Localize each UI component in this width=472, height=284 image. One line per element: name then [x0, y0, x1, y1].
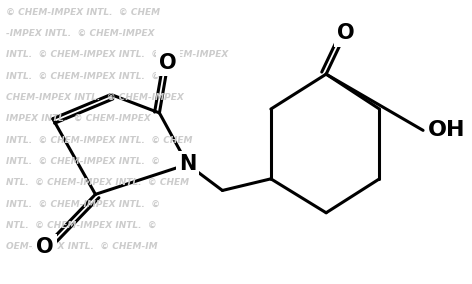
Text: OH: OH: [428, 120, 465, 140]
Text: CHEM-IMPEX INTL.  © CHEM-IMPEX: CHEM-IMPEX INTL. © CHEM-IMPEX: [6, 93, 184, 102]
Text: NTL.  © CHEM-IMPEX INTL.  © CHEM: NTL. © CHEM-IMPEX INTL. © CHEM: [6, 178, 189, 187]
Text: N: N: [179, 154, 196, 174]
Text: -IMPEX INTL.  © CHEM-IMPEX: -IMPEX INTL. © CHEM-IMPEX: [6, 29, 155, 38]
Text: © CHEM-IMPEX INTL.  © CHEM: © CHEM-IMPEX INTL. © CHEM: [6, 8, 160, 16]
Text: INTL.  © CHEM-IMPEX INTL.  © CHEM-IMPEX: INTL. © CHEM-IMPEX INTL. © CHEM-IMPEX: [6, 50, 228, 59]
Text: INTL.  © CHEM-IMPEX INTL.  ©: INTL. © CHEM-IMPEX INTL. ©: [6, 157, 160, 166]
Text: INTL.  © CHEM-IMPEX INTL.  © CHEM: INTL. © CHEM-IMPEX INTL. © CHEM: [6, 135, 193, 145]
Text: OEM-IMPEX INTL.  © CHEM-IM: OEM-IMPEX INTL. © CHEM-IM: [6, 242, 158, 251]
Text: O: O: [36, 237, 54, 257]
Text: NTL.  © CHEM-IMPEX INTL.  ©: NTL. © CHEM-IMPEX INTL. ©: [6, 221, 157, 230]
Text: INTL.  © CHEM-IMPEX INTL.  ©: INTL. © CHEM-IMPEX INTL. ©: [6, 72, 160, 81]
Text: INTL.  © CHEM-IMPEX INTL.  ©: INTL. © CHEM-IMPEX INTL. ©: [6, 200, 160, 208]
Text: IMPEX INTL.  © CHEM-IMPEX: IMPEX INTL. © CHEM-IMPEX: [6, 114, 151, 123]
Text: O: O: [160, 53, 177, 72]
Text: O: O: [337, 24, 354, 43]
